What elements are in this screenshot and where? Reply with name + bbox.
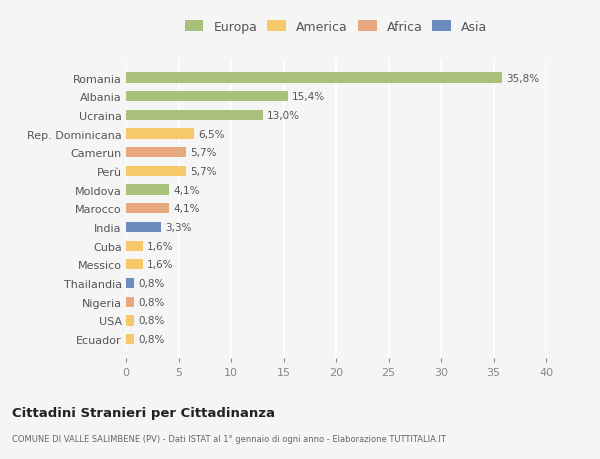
- Text: 1,6%: 1,6%: [147, 260, 173, 270]
- Text: 35,8%: 35,8%: [506, 73, 539, 84]
- Text: 1,6%: 1,6%: [147, 241, 173, 251]
- Bar: [126, 241, 143, 251]
- Bar: [126, 148, 186, 158]
- Text: 15,4%: 15,4%: [292, 92, 325, 102]
- Bar: [126, 92, 288, 102]
- Text: 5,7%: 5,7%: [190, 148, 217, 158]
- Text: 0,8%: 0,8%: [139, 297, 165, 307]
- Bar: [126, 111, 263, 121]
- Text: 0,8%: 0,8%: [139, 279, 165, 288]
- Bar: [126, 73, 502, 84]
- Text: 4,1%: 4,1%: [173, 185, 200, 195]
- Legend: Europa, America, Africa, Asia: Europa, America, Africa, Asia: [182, 18, 490, 36]
- Text: 13,0%: 13,0%: [267, 111, 300, 121]
- Text: 4,1%: 4,1%: [173, 204, 200, 214]
- Bar: [126, 129, 194, 140]
- Text: 3,3%: 3,3%: [165, 223, 191, 232]
- Bar: [126, 167, 186, 177]
- Bar: [126, 316, 134, 326]
- Text: COMUNE DI VALLE SALIMBENE (PV) - Dati ISTAT al 1° gennaio di ogni anno - Elabora: COMUNE DI VALLE SALIMBENE (PV) - Dati IS…: [12, 434, 446, 443]
- Text: 0,8%: 0,8%: [139, 316, 165, 326]
- Bar: [126, 260, 143, 270]
- Bar: [126, 297, 134, 307]
- Bar: [126, 278, 134, 289]
- Text: Cittadini Stranieri per Cittadinanza: Cittadini Stranieri per Cittadinanza: [12, 406, 275, 419]
- Bar: [126, 204, 169, 214]
- Text: 6,5%: 6,5%: [199, 129, 225, 139]
- Text: 5,7%: 5,7%: [190, 167, 217, 177]
- Bar: [126, 185, 169, 196]
- Text: 0,8%: 0,8%: [139, 334, 165, 344]
- Bar: [126, 334, 134, 344]
- Bar: [126, 222, 161, 233]
